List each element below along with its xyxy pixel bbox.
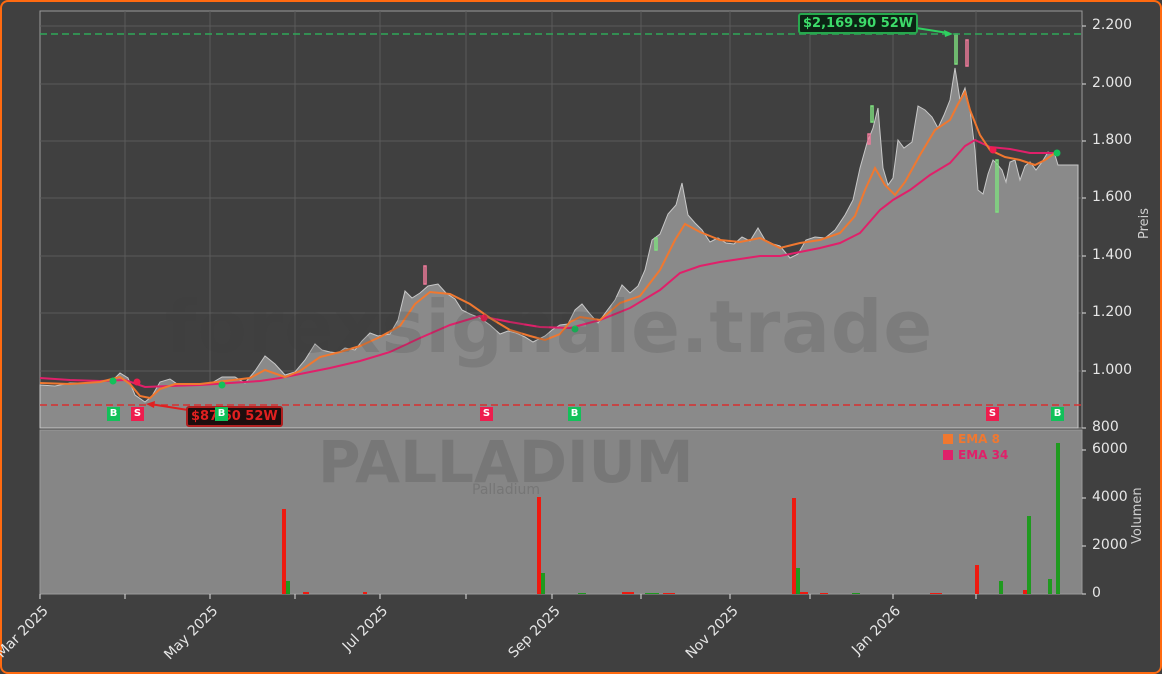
volume-tick: 2000 — [1092, 537, 1128, 553]
watermark-instrument: PALLADIUM — [318, 428, 694, 496]
watermark-subtitle: Palladium — [472, 482, 541, 498]
buy-signal: B — [1051, 407, 1064, 421]
volume-tick: 0 — [1092, 585, 1101, 601]
legend-ema-34: EMA 34 — [943, 447, 1008, 463]
price-axis-title: Preis — [1137, 207, 1152, 239]
sell-signal: S — [986, 407, 999, 421]
volume-tick: 4000 — [1092, 489, 1128, 505]
ema-34-line — [39, 138, 1055, 389]
legend-swatch-icon — [943, 450, 953, 460]
sell-signal: S — [480, 407, 493, 421]
high-52w-callout: $2,169.90 52W — [798, 13, 919, 34]
price-tick: 2.000 — [1092, 75, 1133, 91]
volume-tick: 6000 — [1092, 441, 1128, 457]
buy-signal: B — [568, 407, 581, 421]
legend-swatch-icon — [943, 434, 953, 444]
volume-axis-title: Volumen — [1130, 487, 1145, 544]
volume-bars — [282, 443, 1060, 594]
sell-signal: S — [131, 407, 144, 421]
low-52w-callout: $87 60 52W — [186, 406, 283, 427]
buy-signal: B — [107, 407, 120, 421]
price-tick: 1.400 — [1092, 247, 1133, 263]
legend-ema-8: EMA 8 — [943, 431, 1000, 447]
watermark-site: forexsignale.trade — [165, 285, 934, 369]
price-tick: 1.800 — [1092, 132, 1133, 148]
price-tick: 800 — [1092, 419, 1119, 435]
price-area — [39, 67, 1079, 429]
price-tick: 1.600 — [1092, 189, 1133, 205]
price-tick: 1.000 — [1092, 362, 1133, 378]
price-tick: 2.200 — [1092, 17, 1133, 33]
ema-8-line — [39, 89, 1056, 400]
volume-panel — [39, 429, 1083, 595]
price-tick: 1.200 — [1092, 304, 1133, 320]
buy-signal: B — [215, 407, 228, 421]
